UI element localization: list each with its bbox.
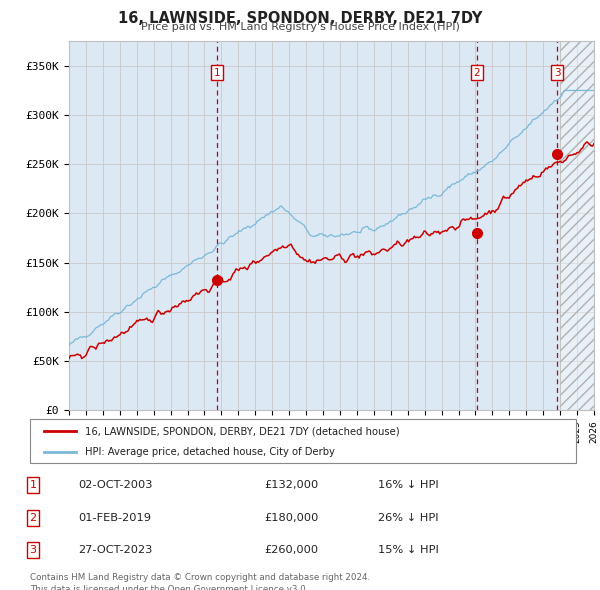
Text: Contains HM Land Registry data © Crown copyright and database right 2024.
This d: Contains HM Land Registry data © Crown c… (30, 573, 370, 590)
Text: HPI: Average price, detached house, City of Derby: HPI: Average price, detached house, City… (85, 447, 334, 457)
Text: 01-FEB-2019: 01-FEB-2019 (78, 513, 151, 523)
Text: 2: 2 (29, 513, 37, 523)
Text: Price paid vs. HM Land Registry's House Price Index (HPI): Price paid vs. HM Land Registry's House … (140, 22, 460, 32)
Text: £260,000: £260,000 (264, 545, 318, 555)
Text: 2: 2 (473, 68, 480, 78)
Text: 27-OCT-2023: 27-OCT-2023 (78, 545, 152, 555)
Text: 3: 3 (29, 545, 37, 555)
Text: 3: 3 (554, 68, 560, 78)
Text: 1: 1 (29, 480, 37, 490)
Text: 16% ↓ HPI: 16% ↓ HPI (378, 480, 439, 490)
Text: £132,000: £132,000 (264, 480, 318, 490)
Text: 26% ↓ HPI: 26% ↓ HPI (378, 513, 439, 523)
Text: 16, LAWNSIDE, SPONDON, DERBY, DE21 7DY: 16, LAWNSIDE, SPONDON, DERBY, DE21 7DY (118, 11, 482, 25)
Text: 16, LAWNSIDE, SPONDON, DERBY, DE21 7DY (detached house): 16, LAWNSIDE, SPONDON, DERBY, DE21 7DY (… (85, 427, 399, 436)
Text: 15% ↓ HPI: 15% ↓ HPI (378, 545, 439, 555)
Text: 02-OCT-2003: 02-OCT-2003 (78, 480, 152, 490)
Text: 1: 1 (214, 68, 220, 78)
Text: £180,000: £180,000 (264, 513, 319, 523)
